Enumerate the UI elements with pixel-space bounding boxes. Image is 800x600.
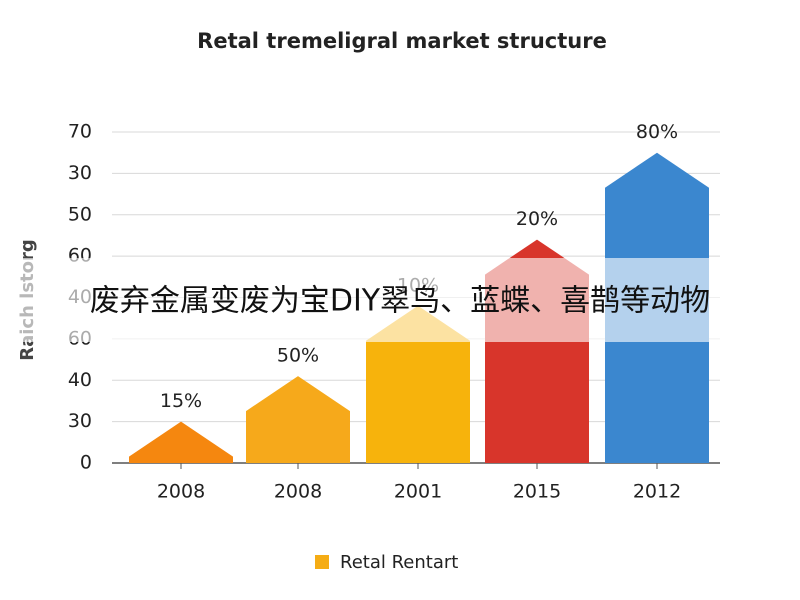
x-tick-label: 2008 [274, 481, 322, 503]
x-tick-label: 2012 [633, 481, 681, 503]
x-tick-label: 2001 [394, 481, 442, 503]
bar [129, 421, 233, 463]
x-tick-label: 2015 [513, 481, 561, 503]
y-tick-label: 30 [68, 162, 92, 184]
banner [0, 258, 800, 342]
bar-annotation: 50% [277, 345, 319, 367]
y-tick-label: 70 [68, 121, 92, 143]
y-tick-label: 0 [80, 452, 92, 474]
y-tick-label: 50 [68, 203, 92, 225]
chart-title: Retal tremeligral market structure [197, 29, 607, 53]
x-tick-label: 2008 [157, 481, 205, 503]
bar-annotation: 20% [516, 208, 558, 230]
bar [246, 376, 350, 463]
legend-swatch [315, 555, 329, 569]
y-tick-label: 40 [68, 369, 92, 391]
banner-text: 废弃金属变废为宝DIY翠鸟、蓝蝶、喜鹊等动物 [90, 284, 710, 319]
bar [366, 305, 470, 463]
bar-annotation: 80% [636, 121, 678, 143]
legend-label: Retal Rentart [340, 552, 458, 573]
y-tick-label: 30 [68, 410, 92, 432]
bar-annotation: 15% [160, 390, 202, 412]
